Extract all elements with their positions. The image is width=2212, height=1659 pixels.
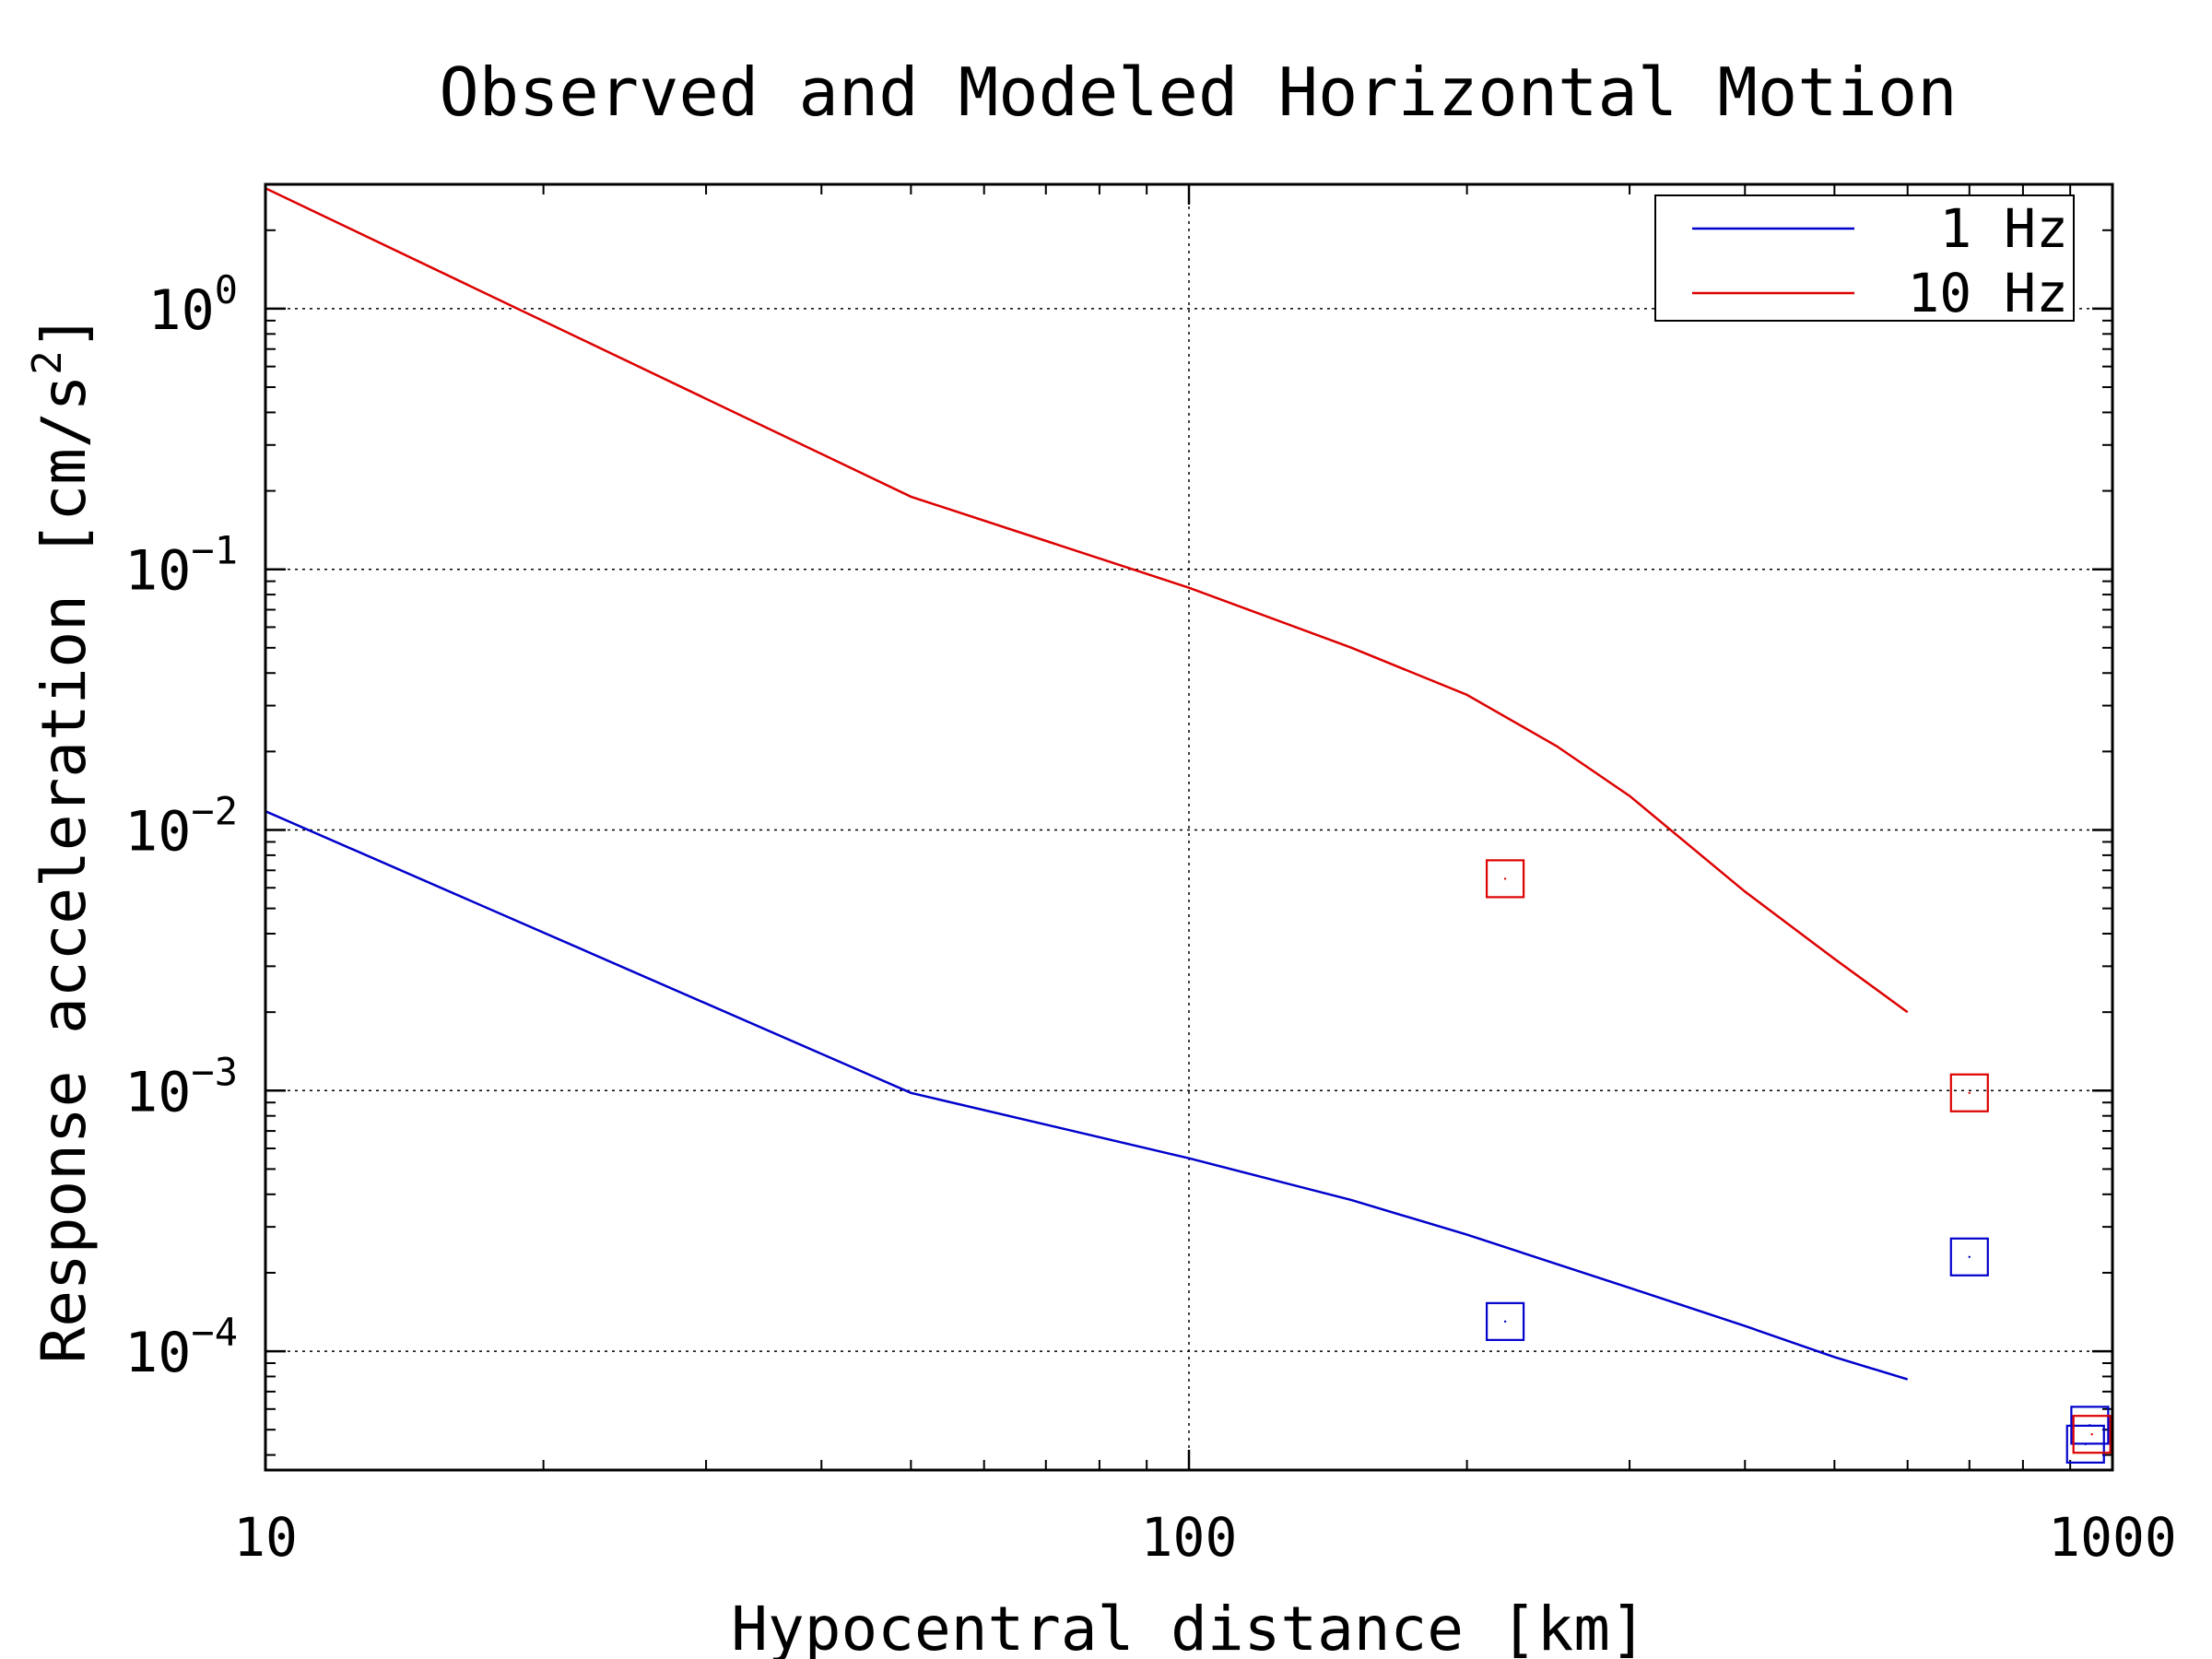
x-tick-label: 1000 [2048, 1506, 2177, 1569]
minor-ticks [265, 184, 2112, 1470]
x-tick-label: 10 [233, 1506, 298, 1569]
y-axis-label-main: Response acceleration [cm/s [29, 375, 100, 1364]
x-tick-labels: 10 100 1000 [233, 1506, 2177, 1569]
observed-marker-1-hz [2065, 1424, 2105, 1464]
grid [265, 184, 2112, 1470]
observed-marker-dot [1968, 1091, 1971, 1094]
observed-marker-dot [1968, 1255, 1971, 1258]
plot-frame [264, 182, 2114, 1472]
y-tick-label: 10−1 [124, 528, 238, 604]
y-tick-label: 100 [147, 267, 238, 343]
observed-marker-10-hz [1486, 859, 1525, 899]
y-tick-label: 10−2 [124, 788, 238, 864]
series-line-1-hz [265, 810, 1909, 1381]
y-tick-labels: 100 10−1 10−2 10−3 10−4 [124, 267, 238, 1385]
y-tick-label: 10−4 [124, 1310, 238, 1385]
y-axis-label-superscript: 2 [24, 350, 71, 375]
series-line-10-hz [265, 187, 1909, 1014]
legend-box [1654, 194, 2075, 322]
y-axis-label: Response acceleration [cm/s2] [24, 313, 100, 1363]
legend-label-1-hz: 1 Hz [1939, 197, 2068, 260]
x-tick-label: 100 [1141, 1506, 1238, 1569]
y-axis-label-end: ] [29, 313, 100, 350]
observed-marker-10-hz [1949, 1073, 1989, 1112]
observed-markers [1486, 859, 2112, 1464]
observed-marker-dot [2090, 1433, 2093, 1436]
observed-marker-dot [1503, 1320, 1507, 1324]
series-lines [265, 187, 1909, 1381]
legend-label-10-hz: 10 Hz [1907, 262, 2068, 324]
y-tick-label: 10−3 [124, 1049, 238, 1124]
observed-marker-1-hz [1949, 1237, 1989, 1277]
observed-marker-dot [2084, 1442, 2087, 1446]
observed-marker-dot [1503, 877, 1507, 880]
observed-marker-1-hz [1486, 1301, 1525, 1341]
observed-marker-10-hz [2072, 1415, 2112, 1454]
x-axis-label: Hypocentral distance [km] [731, 1594, 1646, 1659]
chart-title: Observed and Modeled Horizontal Motion [439, 53, 1957, 131]
